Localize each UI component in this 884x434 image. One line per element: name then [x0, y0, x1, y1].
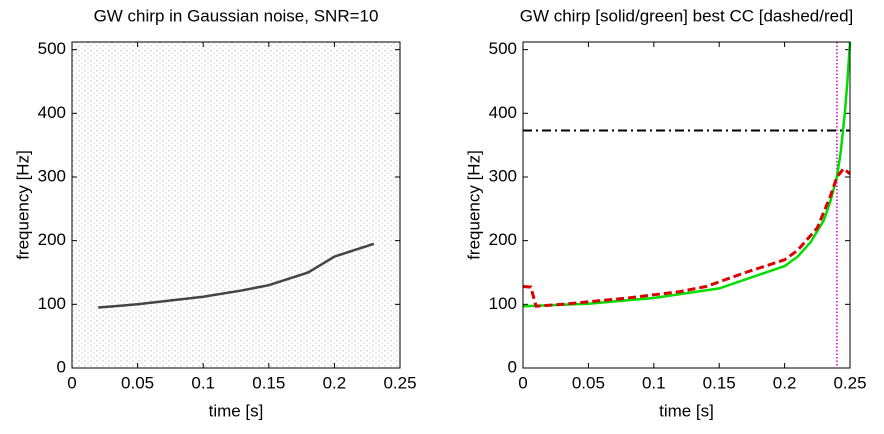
y-axis-label: frequency [Hz]: [464, 150, 483, 260]
y-tick-label: 500: [489, 39, 517, 58]
x-tick-label: 0.15: [703, 373, 736, 392]
plot-frame: [522, 41, 851, 369]
x-tick-label: 0.1: [642, 373, 666, 392]
y-tick-label: 300: [38, 166, 66, 185]
x-tick-label: 0.05: [121, 373, 154, 392]
x-tick-label: 0: [67, 373, 76, 392]
plot-frame: [71, 41, 401, 369]
y-tick-label: 200: [38, 230, 66, 249]
series-line: [522, 41, 852, 308]
x-tick-label: 0.15: [252, 373, 285, 392]
x-tick-label: 0.2: [323, 373, 347, 392]
y-tick-label: 0: [57, 357, 66, 376]
chart-title: GW chirp in Gaussian noise, SNR=10: [94, 6, 379, 25]
spectrogram-background: [72, 42, 400, 368]
y-tick-label: 0: [508, 357, 517, 376]
series-line: [522, 166, 851, 308]
y-axis-label: frequency [Hz]: [13, 150, 32, 260]
x-tick-label: 0.05: [572, 373, 605, 392]
x-tick-label: 0.25: [383, 373, 416, 392]
x-tick-label: 0.1: [191, 373, 215, 392]
x-axis-label: time [s]: [659, 401, 714, 420]
x-tick-label: 0.2: [773, 373, 797, 392]
y-tick-label: 300: [489, 166, 517, 185]
series-line: [98, 242, 375, 309]
x-tick-label: 0: [518, 373, 527, 392]
y-tick-label: 200: [489, 230, 517, 249]
y-tick-label: 100: [489, 294, 517, 313]
y-tick-label: 100: [38, 294, 66, 313]
x-tick-label: 0.25: [833, 373, 866, 392]
y-tick-label: 500: [38, 39, 66, 58]
chart-title: GW chirp [solid/green] best CC [dashed/r…: [520, 6, 854, 25]
y-tick-label: 400: [489, 103, 517, 122]
x-axis-label: time [s]: [209, 401, 264, 420]
y-tick-label: 400: [38, 103, 66, 122]
